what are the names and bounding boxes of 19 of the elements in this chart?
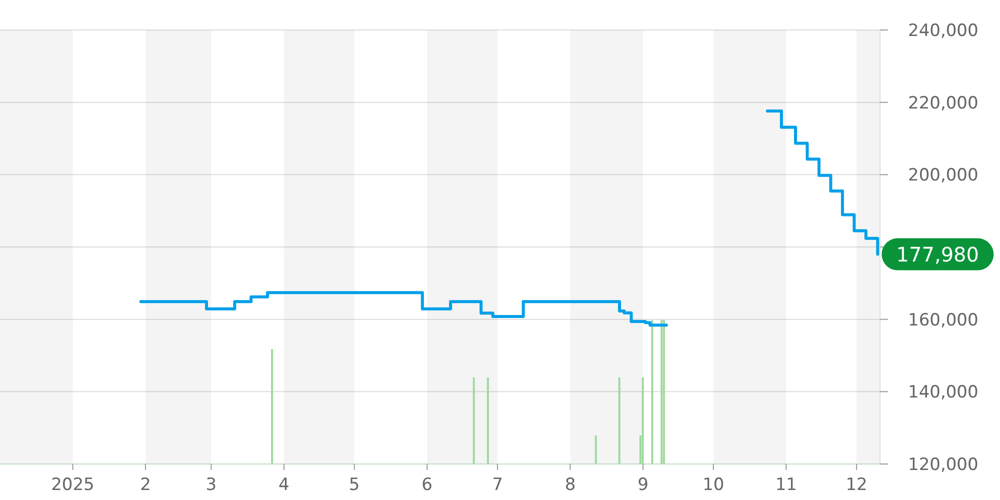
x-tick-label: 11 — [775, 475, 797, 496]
y-tick-label: 200,000 — [908, 166, 978, 186]
x-tick-label: 8 — [564, 475, 576, 496]
x-tick-label: 5 — [348, 475, 360, 496]
x-tick-label: 6 — [422, 475, 433, 496]
x-tick-label: 2025 — [51, 475, 94, 496]
y-tick-label: 140,000 — [908, 382, 978, 403]
x-tick-label: 9 — [638, 475, 648, 496]
x-tick-label: 4 — [278, 475, 290, 496]
x-tick-label: 12 — [846, 475, 868, 496]
x-tick-label: 3 — [206, 475, 217, 496]
annotation: 177,980 — [896, 242, 980, 266]
x-tick-label: 7 — [492, 475, 503, 496]
x-tick-label: 2 — [140, 475, 151, 496]
x-tick-label: 10 — [702, 475, 724, 496]
y-tick-label: 240,000 — [908, 21, 978, 42]
y-tick-label: 220,000 — [908, 93, 978, 114]
y-tick-label: 120,000 — [908, 455, 978, 476]
y-tick-label: 160,000 — [908, 310, 978, 330]
